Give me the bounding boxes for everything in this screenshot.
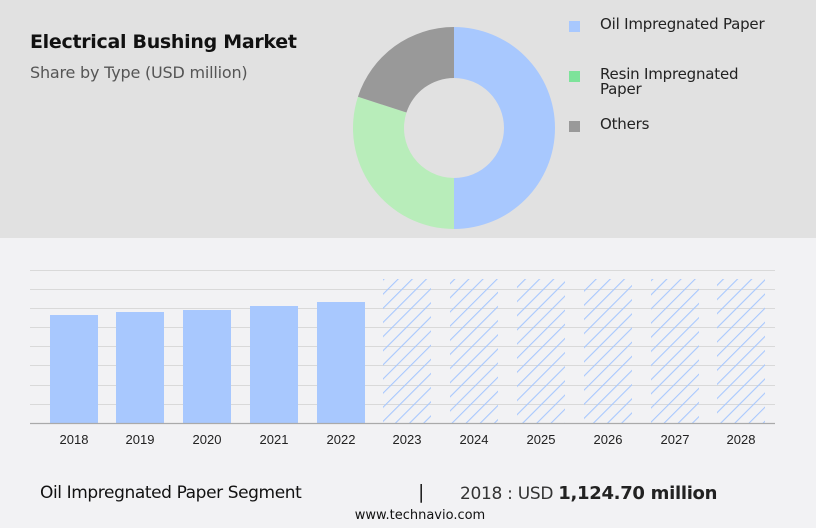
bar-2027 bbox=[651, 279, 699, 423]
donut-chart bbox=[352, 26, 555, 229]
bar-2022 bbox=[317, 302, 365, 423]
bar-2021 bbox=[250, 306, 298, 423]
bar-2020 bbox=[183, 310, 231, 423]
bar-2028 bbox=[717, 279, 765, 423]
historical-bars bbox=[50, 302, 365, 423]
x-tick-label: 2022 bbox=[326, 432, 356, 447]
segment-value-amount: 1,124.70 million bbox=[558, 483, 718, 504]
legend-item-others: Others bbox=[569, 117, 790, 132]
segment-value: 2018 : USD 1,124.70 million bbox=[460, 483, 717, 504]
page-title: Electrical Bushing Market bbox=[30, 31, 297, 53]
legend-item-resin: Resin Impregnated Paper bbox=[569, 67, 760, 97]
source-url: www.technavio.com bbox=[354, 508, 486, 523]
legend-item-oil: Oil Impregnated Paper bbox=[569, 17, 790, 32]
x-tick-label: 2025 bbox=[526, 432, 556, 447]
legend-label: Oil Impregnated Paper bbox=[600, 15, 765, 33]
x-tick-label: 2023 bbox=[392, 432, 422, 447]
footer-separator: | bbox=[418, 481, 425, 503]
legend-label: Resin Impregnated Paper bbox=[600, 65, 739, 98]
bar-2023 bbox=[383, 279, 431, 423]
bar-chart: 2018 2019 2020 2021 2022 2023 2024 2025 … bbox=[0, 238, 816, 448]
x-tick-label: 2021 bbox=[259, 432, 289, 447]
bar-2024 bbox=[450, 279, 498, 423]
bar-2019 bbox=[116, 312, 164, 423]
x-tick-label: 2028 bbox=[726, 432, 756, 447]
bar-chart-plot bbox=[30, 270, 775, 425]
x-tick-label: 2020 bbox=[192, 432, 222, 447]
legend-swatch-icon bbox=[569, 121, 580, 132]
bar-2026 bbox=[584, 279, 632, 423]
x-tick-label: 2019 bbox=[125, 432, 155, 447]
legend-label: Others bbox=[600, 115, 650, 133]
header-panel: Electrical Bushing Market Share by Type … bbox=[0, 0, 816, 238]
x-tick-label: 2024 bbox=[459, 432, 489, 447]
legend-swatch-icon bbox=[569, 21, 580, 32]
bar-2025 bbox=[517, 279, 565, 423]
x-tick-label: 2027 bbox=[660, 432, 690, 447]
donut-slice-oil bbox=[454, 27, 555, 229]
segment-label: Oil Impregnated Paper Segment bbox=[40, 483, 302, 503]
x-tick-label: 2018 bbox=[59, 432, 89, 447]
segment-value-prefix: 2018 : USD bbox=[460, 484, 559, 504]
forecast-bars bbox=[383, 279, 765, 423]
legend-swatch-icon bbox=[569, 71, 580, 82]
donut-slice-others bbox=[357, 26, 454, 113]
donut-slice-resin bbox=[352, 96, 454, 229]
x-tick-label: 2026 bbox=[593, 432, 623, 447]
page-subtitle: Share by Type (USD million) bbox=[30, 63, 248, 82]
bar-2018 bbox=[50, 315, 98, 423]
